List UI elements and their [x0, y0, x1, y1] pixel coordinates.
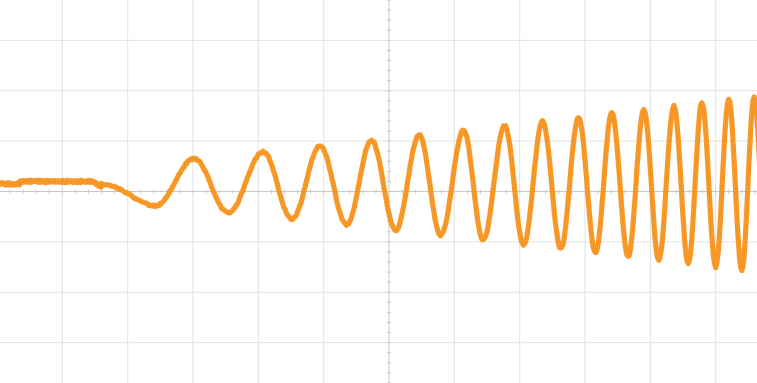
trace-layer: [0, 93, 757, 274]
sweep-trace: [0, 93, 757, 274]
